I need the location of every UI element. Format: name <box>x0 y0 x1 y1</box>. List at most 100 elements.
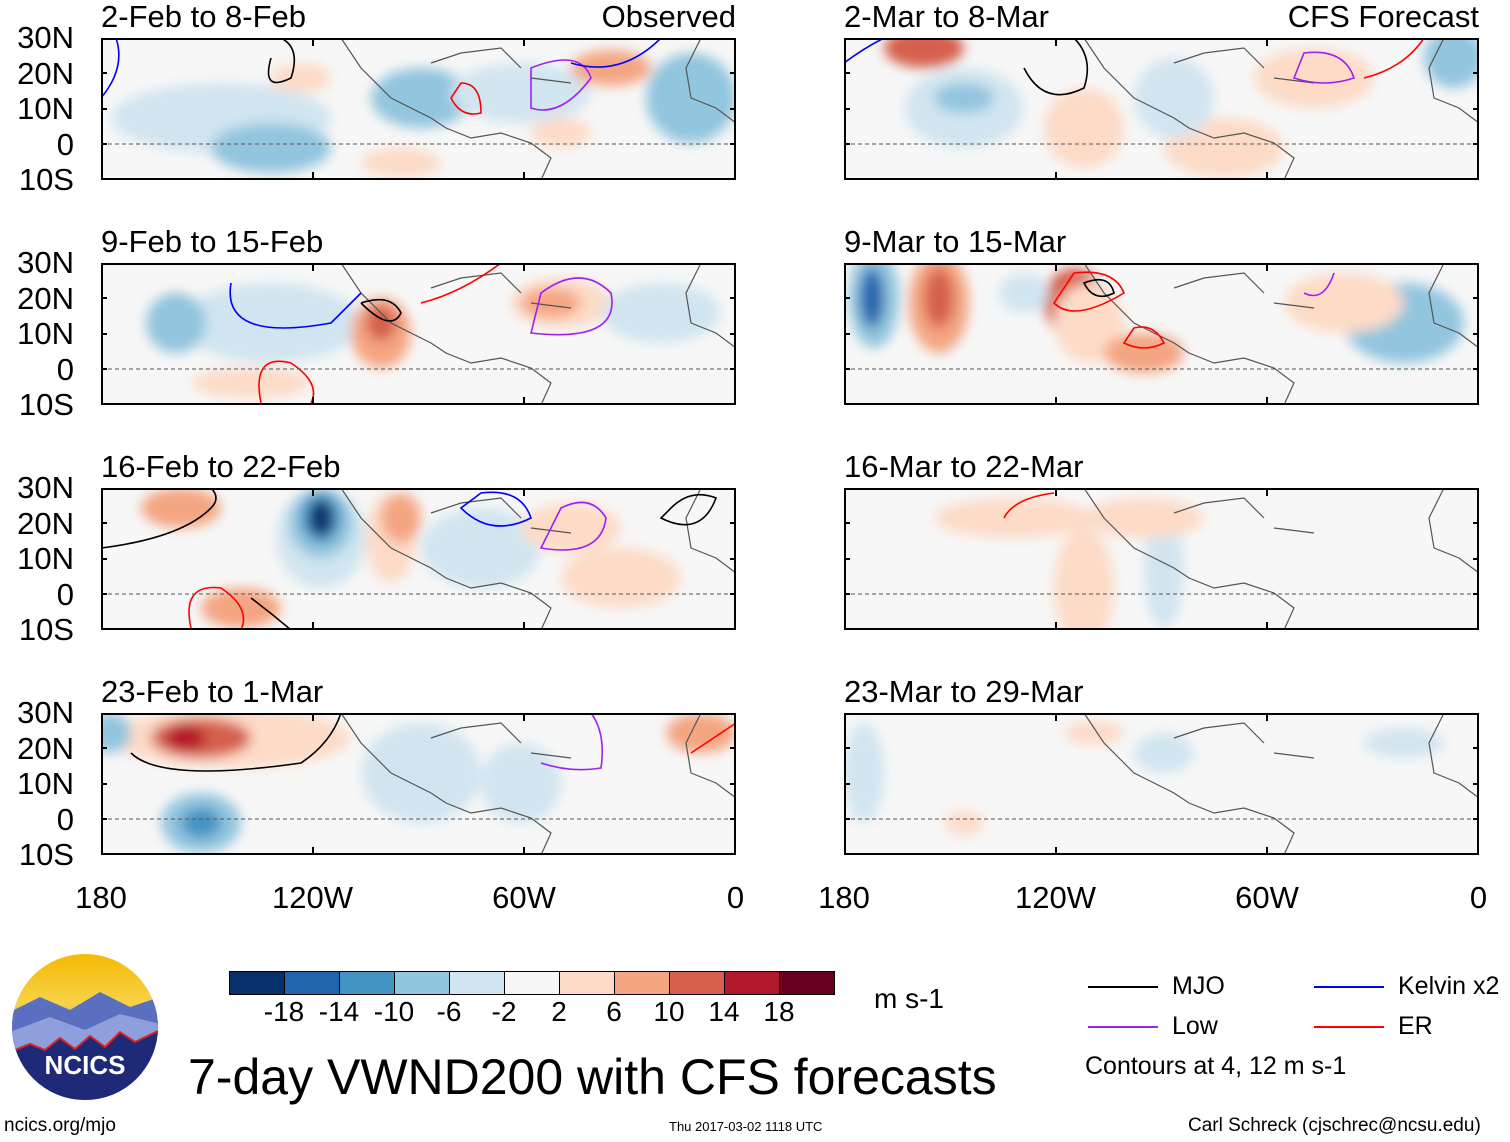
panel-tag: CFS Forecast <box>1287 0 1479 34</box>
lat-label: 30N <box>17 470 74 505</box>
colorbar-units: m s-1 <box>874 983 944 1014</box>
contour-line <box>1082 278 1115 298</box>
anomaly-region <box>271 63 331 93</box>
logo-text: NCICS <box>45 1050 126 1080</box>
colorbar-swatch <box>395 972 450 994</box>
anomaly-region <box>381 493 421 543</box>
contour-line <box>1023 38 1089 96</box>
contour-note: Contours at 4, 12 m s-1 <box>1085 1052 1347 1080</box>
lat-label: 10S <box>18 387 74 422</box>
lon-label: 0 <box>726 880 745 915</box>
panel-tag: Observed <box>601 0 736 34</box>
anomaly-region <box>844 723 884 823</box>
coastline <box>340 713 736 855</box>
panel-title: 2-Feb to 8-Feb <box>101 0 307 34</box>
lat-label: 10S <box>18 162 74 197</box>
contour-line <box>1003 492 1055 519</box>
colorbar-tick: 18 <box>763 996 795 1027</box>
legend-label: Kelvin x2 <box>1398 972 1500 1000</box>
anomaly-region <box>211 123 331 173</box>
colorbar-swatch <box>505 972 560 994</box>
lat-label: 0 <box>56 126 74 162</box>
colorbar-tick: -18 <box>263 996 305 1027</box>
anomaly-region <box>361 723 481 823</box>
anomaly-region <box>1054 528 1114 630</box>
lon-label: 60W <box>1235 880 1299 915</box>
anomaly-region <box>371 68 471 128</box>
contour-line <box>450 82 482 115</box>
figure-title: 7-day VWND200 with CFS forecasts <box>188 1049 997 1105</box>
lat-label: 10N <box>17 91 74 126</box>
map-panel <box>844 488 1479 630</box>
anomaly-region <box>1364 728 1444 758</box>
legend-line-low <box>1088 1026 1158 1028</box>
panel-title: 9-Feb to 15-Feb <box>101 224 324 259</box>
colorbar-swatch <box>725 972 780 994</box>
contour-line <box>570 38 662 68</box>
ncics-logo: NCICS <box>10 952 160 1102</box>
anomaly-region <box>1284 273 1404 333</box>
contour-line <box>360 298 402 322</box>
contour-line <box>258 360 315 404</box>
colorbar-swatch <box>450 972 505 994</box>
lon-label: 0 <box>1469 880 1488 915</box>
anomaly-region <box>531 118 591 148</box>
lat-label: 10N <box>17 766 74 801</box>
contour-line <box>130 713 342 772</box>
colorbar-tick: -10 <box>373 996 415 1027</box>
colorbar-tick: 6 <box>606 996 622 1027</box>
lat-label: 0 <box>56 351 74 387</box>
anomaly-region <box>421 508 541 588</box>
colorbar-swatch <box>340 972 395 994</box>
coastline <box>1083 263 1479 405</box>
coastline <box>340 38 736 180</box>
contour-line <box>690 722 736 754</box>
contour-line <box>659 493 718 526</box>
colorbar <box>229 971 835 995</box>
colorbar-tick: -6 <box>436 996 462 1027</box>
contour-line <box>267 38 296 84</box>
anomaly-region <box>860 268 884 328</box>
anomaly-region <box>1134 733 1194 773</box>
coastline <box>1083 488 1479 630</box>
contour-line <box>1052 271 1125 312</box>
panel-title: 16-Mar to 22-Mar <box>844 449 1084 484</box>
anomaly-region <box>1134 58 1214 138</box>
anomaly-region <box>666 713 736 753</box>
legend-label: Low <box>1172 1012 1218 1040</box>
lat-label: 20N <box>17 730 74 766</box>
lon-label: 180 <box>75 880 127 915</box>
footer-url[interactable]: ncics.org/mjo <box>4 1115 116 1136</box>
anomaly-region <box>1254 48 1374 108</box>
map-panel <box>844 263 1479 405</box>
anomaly-region <box>309 500 333 536</box>
anomaly-region <box>934 83 994 113</box>
lat-label: 10S <box>18 837 74 872</box>
lat-label: 10S <box>18 612 74 647</box>
contour-line <box>1292 51 1356 84</box>
map-panel <box>101 263 736 405</box>
panel-title: 9-Mar to 15-Mar <box>844 224 1067 259</box>
coastline <box>340 488 736 630</box>
anomaly-region <box>601 283 721 343</box>
legend-label: MJO <box>1172 972 1225 1000</box>
lat-label: 30N <box>17 20 74 55</box>
map-panel <box>101 713 736 855</box>
anomaly-region <box>934 498 1094 538</box>
lat-label: 30N <box>17 245 74 280</box>
colorbar-swatch <box>230 972 285 994</box>
contour-line <box>530 277 613 336</box>
anomaly-region <box>181 283 361 363</box>
contour-line <box>101 488 217 549</box>
colorbar-tick: 14 <box>708 996 740 1027</box>
coastline <box>1083 38 1479 180</box>
lat-label: 10N <box>17 541 74 576</box>
lat-label: 20N <box>17 280 74 316</box>
lat-label: 20N <box>17 505 74 541</box>
anomaly-region <box>101 713 131 753</box>
lon-label: 120W <box>1015 880 1096 915</box>
lon-label: 120W <box>272 880 353 915</box>
anomaly-region <box>1084 498 1204 538</box>
anomaly-region <box>521 503 621 553</box>
